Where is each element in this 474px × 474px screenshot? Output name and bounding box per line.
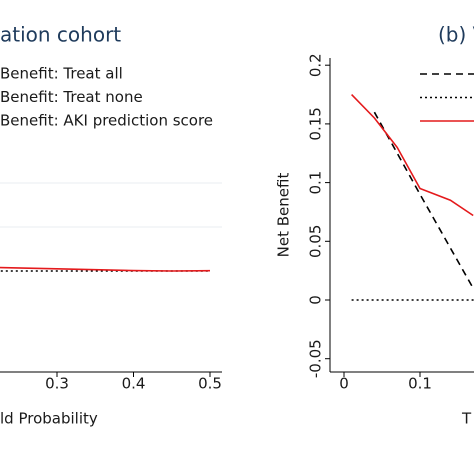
y-tick-label: 0.05 (307, 225, 325, 258)
series-line (0, 266, 211, 272)
y-tick-label: 0 (307, 295, 325, 305)
y-tick-label: -0.05 (307, 339, 325, 378)
y-axis-label: Net Benefit (275, 173, 293, 258)
y-tick-label: 0.15 (307, 107, 325, 140)
chart-title: (b) V (438, 23, 474, 47)
x-tick-label: 0.3 (45, 375, 69, 393)
y-tick-label: 0.2 (307, 53, 325, 77)
x-tick-label: 0.4 (122, 375, 146, 393)
y-tick-label: 0.1 (307, 171, 325, 195)
series-line (373, 111, 474, 289)
x-tick-label: 0 (339, 375, 349, 393)
chart-title: ation cohort (0, 23, 121, 47)
x-tick-label: 0.5 (198, 375, 222, 393)
legend-label: Benefit: Treat all (0, 65, 123, 83)
series-line (351, 94, 474, 217)
x-axis-label: ld Probability (0, 410, 98, 428)
x-axis-label: T (461, 410, 472, 428)
x-tick-label: 0.1 (408, 375, 432, 393)
legend-label: Benefit: Treat none (0, 88, 143, 106)
legend-label: Benefit: AKI prediction score (0, 112, 213, 130)
